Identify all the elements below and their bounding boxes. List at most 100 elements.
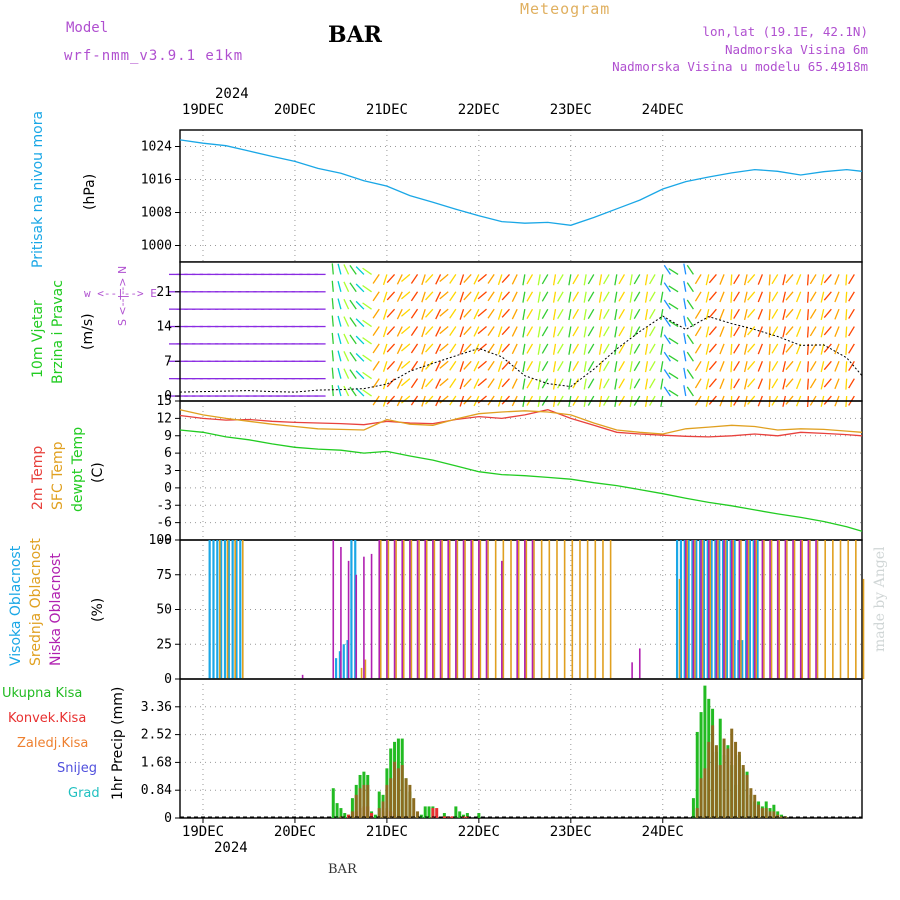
wind-barb-491 (644, 343, 649, 355)
wind-barb-437 (587, 308, 595, 320)
wind-barb-522 (668, 354, 679, 362)
wind-barb-292 (449, 326, 457, 337)
wind-barb-269 (425, 308, 434, 318)
wind-barb-357 (511, 308, 518, 320)
wind-barb-174 (337, 280, 342, 292)
wind-barb-396 (552, 326, 557, 338)
ytick-label-3-1: 25 (156, 637, 172, 652)
wind-barb-200 (362, 389, 372, 397)
wind-barb-594 (743, 361, 748, 373)
wind-barb-639 (782, 274, 787, 286)
wind-barb-207 (362, 267, 372, 275)
wind-barb-467 (618, 343, 626, 354)
wind-barb-238 (396, 291, 403, 302)
wind-barb-214 (372, 291, 380, 302)
bottom-year-label: 2024 (214, 840, 248, 856)
wind-barb-279 (435, 274, 442, 285)
wind-barb-305 (463, 378, 472, 388)
wind-barb-297 (459, 378, 465, 390)
wind-barb-701 (845, 309, 848, 321)
wind-barb-195 (355, 335, 365, 345)
precip-bar-0-0 (331, 788, 335, 818)
wind-barb-509 (660, 309, 664, 321)
wind-barb-687 (823, 273, 832, 284)
precip-bar-1-16 (442, 816, 446, 818)
wind-barb-386 (541, 360, 549, 372)
wind-barb-295 (449, 274, 457, 284)
precip-bar-0-31 (477, 813, 481, 818)
ytick-label-0-1: 1008 (141, 206, 172, 221)
wind-barb-668 (809, 326, 817, 337)
wind-barb-549 (694, 308, 702, 319)
wind-barb-410 (568, 361, 572, 373)
wind-barb-611 (757, 343, 763, 355)
wind-barb-186 (349, 351, 357, 362)
precip-bar-0-26 (442, 813, 446, 818)
wind-barb-603 (747, 343, 756, 353)
wind-barb-234 (396, 361, 403, 372)
wind-barb-319 (473, 274, 480, 285)
wind-barb-322 (477, 360, 487, 369)
wind-barb-231 (386, 273, 396, 284)
wind-barb-435 (587, 343, 595, 354)
wind-barb-555 (705, 343, 710, 355)
wind-barb-572 (719, 326, 725, 337)
wind-barb-426 (583, 361, 587, 373)
wind-barb-192 (355, 387, 365, 397)
wind-barb-265 (425, 378, 434, 388)
wind-barb-298 (459, 361, 465, 372)
wind-barb-173 (337, 298, 342, 310)
wind-barb-381 (537, 309, 541, 321)
wind-barb-436 (587, 326, 595, 337)
wind-barb-172 (337, 315, 342, 327)
wind-barb-540 (686, 317, 694, 327)
ytick-label-1-1: 7 (164, 354, 172, 369)
wind-barb-243 (401, 343, 411, 352)
dewpt-title: dewpt Temp (70, 426, 86, 512)
temp2m-title: 2m Temp (30, 445, 46, 510)
wind-barb-441 (598, 378, 603, 390)
wind-barb-661 (806, 309, 810, 321)
wind-barb-168 (337, 385, 342, 397)
wind-barb-626 (771, 360, 779, 372)
wind-barb-346 (501, 360, 510, 370)
precip-bar-0-35 (703, 685, 707, 818)
precip-bar-0-5 (350, 798, 354, 818)
wind-barb-402 (557, 360, 564, 372)
wind-barb-693 (834, 308, 840, 320)
wind-barb-194 (355, 353, 365, 362)
wind-barb-487 (633, 274, 641, 285)
wind-barb-249 (410, 378, 419, 389)
wind-barb-286 (439, 291, 449, 300)
wind-barb-224 (386, 395, 396, 405)
wind-barb-623 (768, 274, 771, 286)
wind-barb-691 (834, 343, 840, 355)
ytick-label-2-8: 15 (156, 394, 172, 409)
wind-barb-330 (487, 360, 495, 371)
top-year-label: 2024 (215, 86, 249, 102)
low-cloud-title: Niska Oblacnost (48, 553, 64, 666)
wind-barb-395 (552, 343, 557, 355)
wind-barb-175 (337, 263, 342, 275)
precip-bar-2-6 (377, 808, 381, 818)
wind-barb-189 (349, 299, 357, 310)
wind-barb-262 (421, 291, 426, 303)
wind-barb-615 (757, 274, 763, 285)
precip-bar-2-12 (400, 765, 404, 818)
wind-barb-692 (834, 326, 840, 337)
wind-barb-671 (809, 274, 817, 285)
wind-barb-178 (343, 351, 350, 362)
wind-barb-413 (568, 309, 572, 321)
wind-barb-580 (730, 326, 733, 338)
wind-barb-619 (768, 343, 771, 355)
wind-barb-374 (526, 291, 534, 302)
wind-barb-699 (845, 343, 848, 355)
wind-barb-570 (719, 361, 725, 372)
wind-barb-165 (331, 298, 334, 310)
wind-barb-657 (806, 378, 810, 390)
temp-line-1 (179, 409, 863, 435)
wind-barb-209 (372, 378, 380, 389)
wind-barb-390 (541, 291, 549, 302)
wind-barb-211 (372, 343, 380, 354)
wind-barb-695 (834, 274, 840, 285)
